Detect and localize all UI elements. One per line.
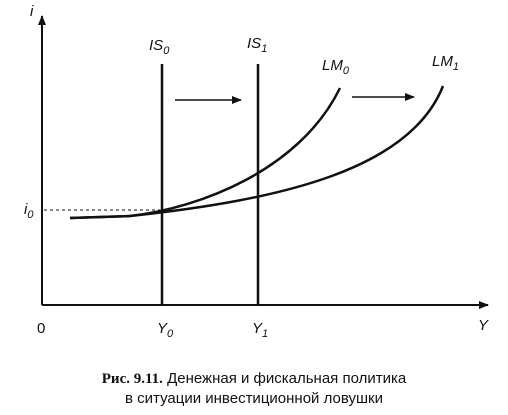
figure-number: Рис. 9.11.	[101, 371, 163, 387]
lm1-curve	[69, 85, 445, 220]
x-axis-label: Y	[478, 317, 489, 334]
lm0-curve	[69, 87, 342, 220]
is1-label: IS1	[247, 35, 267, 55]
y1-label: Y1	[252, 320, 268, 340]
lm0-label: LM0	[322, 57, 350, 77]
y-axis-label: i	[30, 3, 34, 20]
lm1-label: LM1	[432, 53, 459, 73]
is0-label: IS0	[149, 37, 170, 57]
caption-title: Денежная и фискальная политика	[167, 370, 407, 387]
caption-line-1: Рис. 9.11. Денежная и фискальная политик…	[0, 370, 508, 388]
y0-label: Y0	[157, 320, 174, 340]
origin-label: 0	[37, 320, 45, 337]
is-lm-diagram: i Y 0 IS0 IS1 LM0 LM1 i0 Y0 Y1	[24, 3, 489, 340]
caption-line-2: в ситуации инвестиционной ловушки	[125, 390, 383, 407]
i0-label: i0	[24, 201, 34, 221]
